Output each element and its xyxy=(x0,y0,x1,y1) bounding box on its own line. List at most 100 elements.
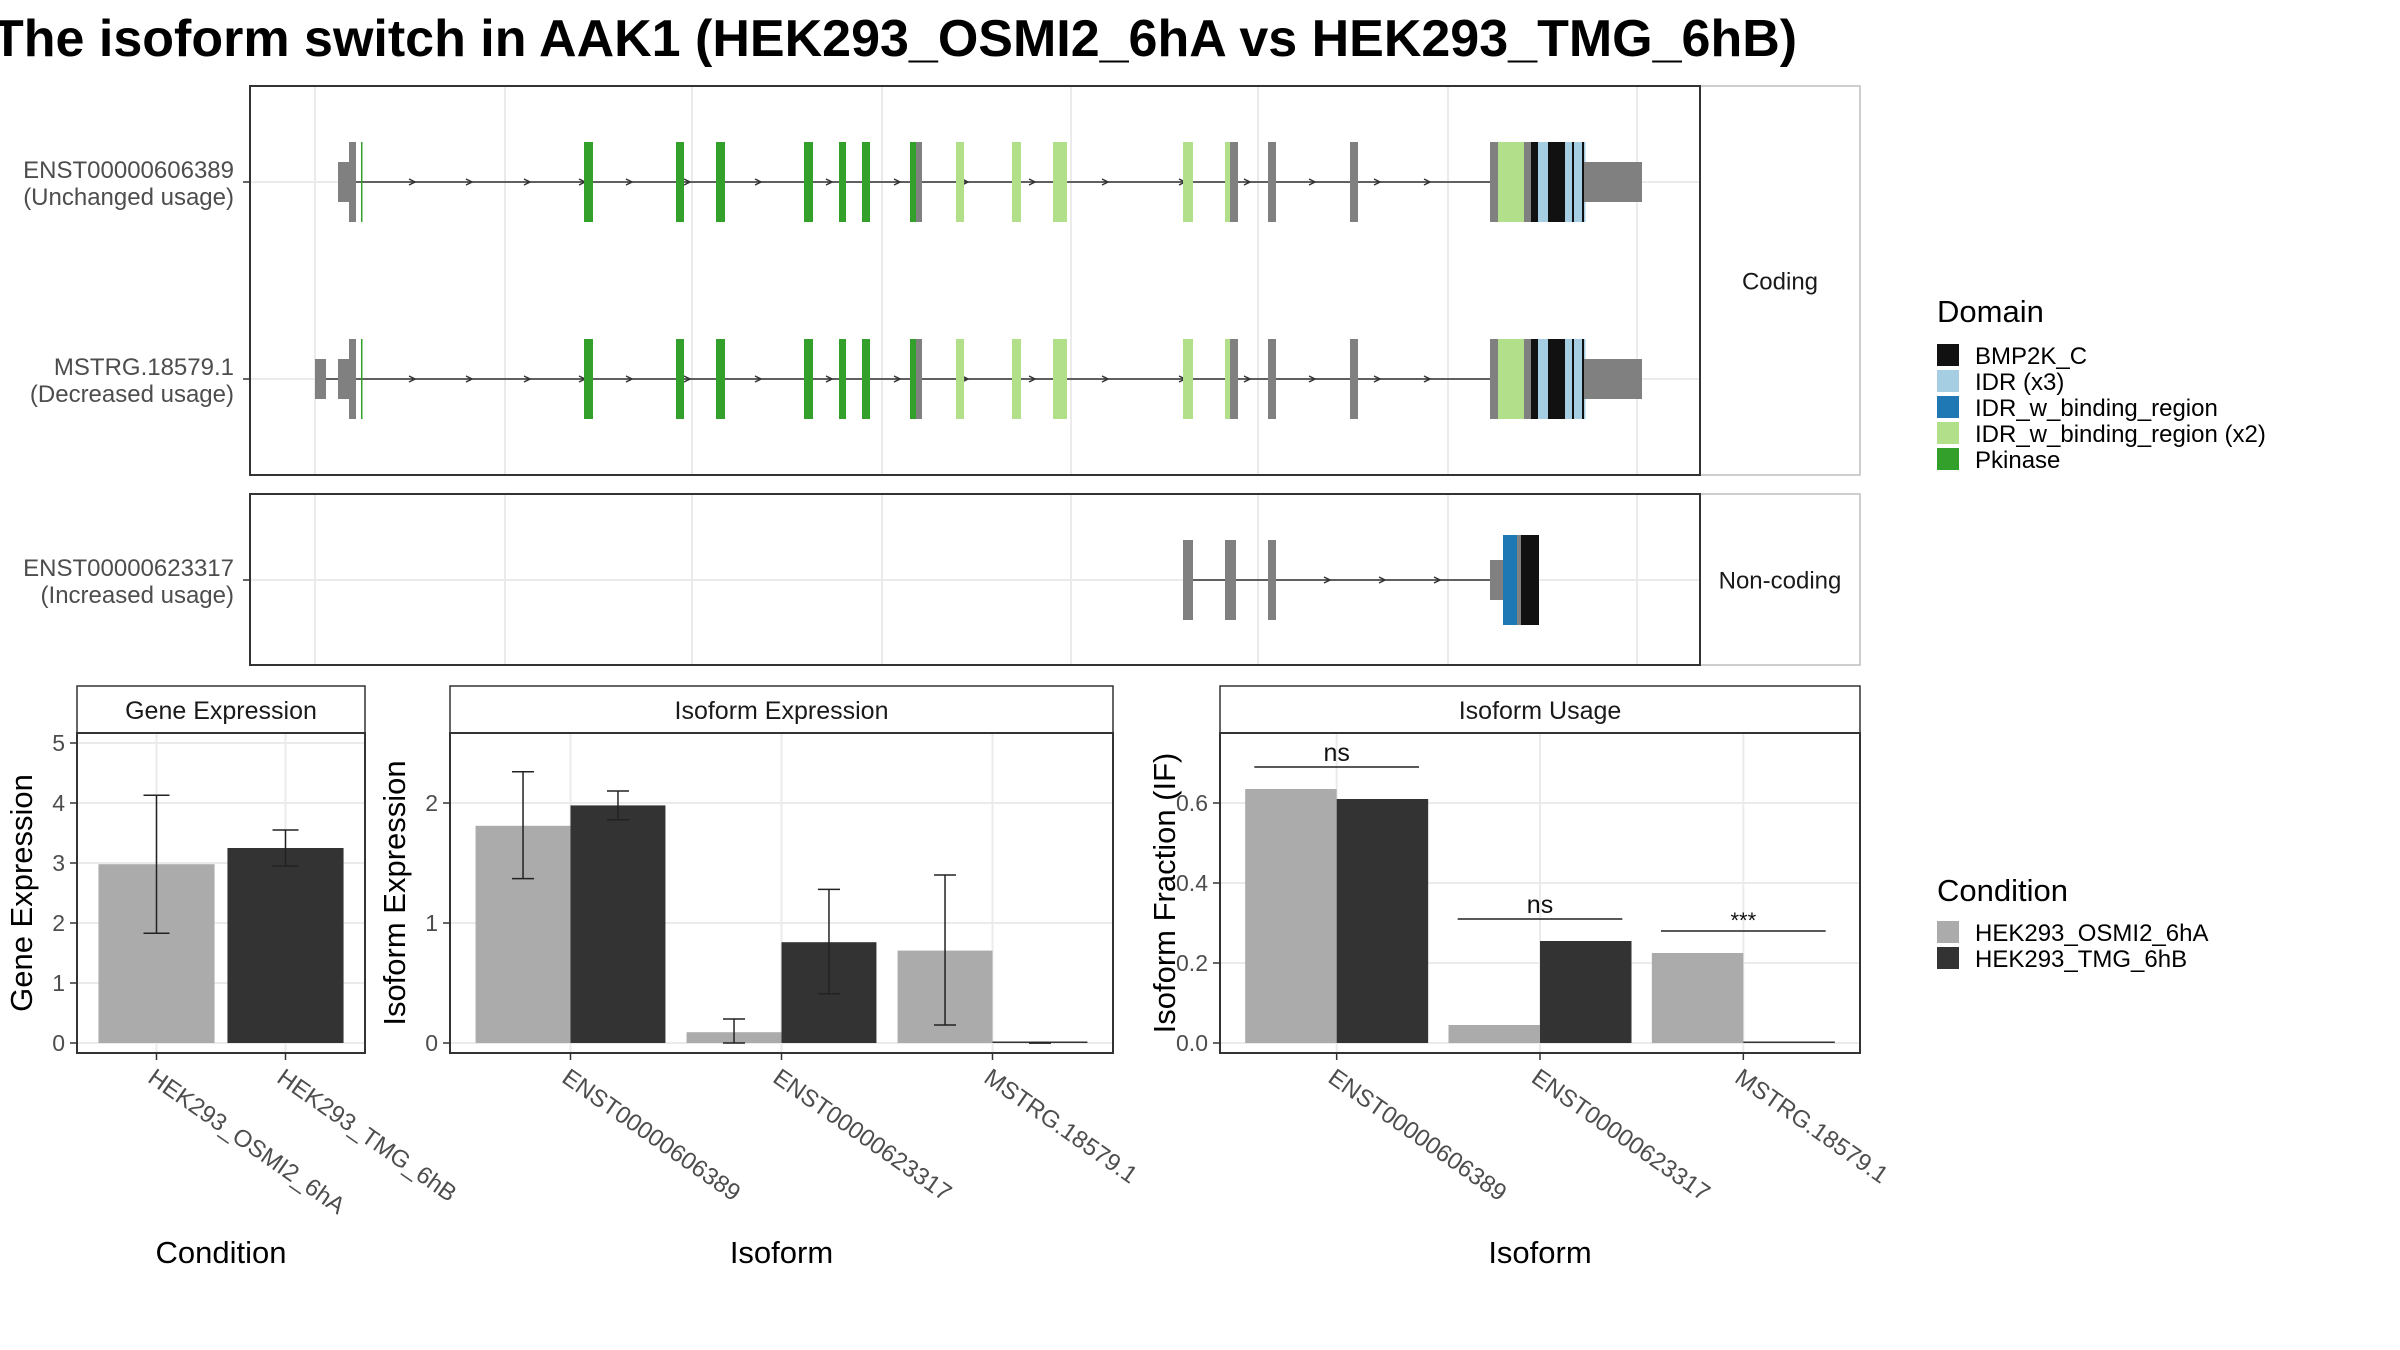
domain-block xyxy=(1521,535,1539,625)
intron-arrow xyxy=(465,375,474,383)
y-tick-label: 3 xyxy=(52,850,65,876)
x-tick-label: ENST00000623317 xyxy=(768,1064,956,1207)
intron-arrow xyxy=(1308,178,1317,186)
domain-legend-label: IDR (x3) xyxy=(1975,369,2064,396)
exon xyxy=(716,339,725,419)
exon xyxy=(1524,142,1531,222)
condition-legend-title: Condition xyxy=(1937,873,2068,908)
intron-arrow xyxy=(625,178,634,186)
exon xyxy=(839,142,846,222)
exon xyxy=(1584,162,1642,202)
exon xyxy=(1538,142,1548,222)
domain-legend-swatch xyxy=(1937,448,1959,470)
transcript-structure-panel: Coding Non-coding ENST00000606389(Unchange… xyxy=(23,85,1861,666)
exon xyxy=(349,142,356,222)
domain-legend-label: BMP2K_C xyxy=(1975,343,2087,370)
exon xyxy=(804,339,813,419)
domain-legend-swatch xyxy=(1937,344,1959,366)
intron-arrow xyxy=(408,375,417,383)
facet-strip-label: Coding xyxy=(1742,269,1818,296)
exon xyxy=(1230,142,1238,222)
x-tick-label: ENST00000623317 xyxy=(1527,1064,1715,1207)
x-tick-label: ENST00000606389 xyxy=(1323,1064,1511,1207)
intron-arrow xyxy=(683,375,692,383)
exon xyxy=(1531,142,1538,222)
domain-legend-swatch xyxy=(1937,422,1959,444)
panel-border xyxy=(76,732,366,1054)
domain-legend-swatch xyxy=(1937,396,1959,418)
exon xyxy=(1498,142,1524,222)
exon xyxy=(1268,339,1276,419)
y-tick-label: 2 xyxy=(52,910,65,936)
intron-arrow xyxy=(825,375,834,383)
exon xyxy=(1268,142,1276,222)
bar xyxy=(1743,1041,1835,1043)
exon xyxy=(1225,142,1230,222)
transcript-usage-label: (Increased usage) xyxy=(41,582,234,609)
intron-arrow xyxy=(1423,178,1432,186)
y-tick-label: 4 xyxy=(52,790,65,816)
exon xyxy=(1053,339,1067,419)
intron-arrow xyxy=(1373,178,1382,186)
exon xyxy=(1584,359,1642,399)
bar-panels: Gene Expression012345HEK293_OSMI2_6hAHEK… xyxy=(4,685,1893,1270)
condition-legend-label: HEK293_OSMI2_6hA xyxy=(1975,920,2208,947)
structure-facet-background xyxy=(250,86,1700,475)
exon xyxy=(1350,142,1358,222)
exon xyxy=(1490,560,1503,600)
exon xyxy=(361,339,363,419)
intron-arrow xyxy=(523,178,532,186)
intron-arrow xyxy=(683,178,692,186)
domain-legend-label: IDR_w_binding_region xyxy=(1975,395,2218,422)
x-axis-title: Isoform xyxy=(730,1235,833,1270)
exon xyxy=(338,162,349,202)
exon xyxy=(804,142,813,222)
intron-arrow xyxy=(1243,178,1252,186)
exon xyxy=(1574,339,1582,419)
bar xyxy=(1336,799,1429,1043)
exon xyxy=(1565,142,1572,222)
panel-strip xyxy=(1219,685,1861,734)
exon xyxy=(315,359,326,399)
exon xyxy=(1225,339,1230,419)
exon xyxy=(676,142,684,222)
domain-legend-label: IDR_w_binding_region (x2) xyxy=(1975,421,2266,448)
intron-arrow xyxy=(1323,576,1332,584)
intron-arrow xyxy=(825,178,834,186)
exon xyxy=(1183,540,1193,620)
intron-arrow xyxy=(1101,178,1110,186)
exon xyxy=(1517,535,1521,625)
exon xyxy=(1565,339,1572,419)
exon xyxy=(1012,142,1021,222)
exon xyxy=(584,339,593,419)
intron-arrow xyxy=(754,178,763,186)
domain-legend-title: Domain xyxy=(1937,294,2044,329)
intron-arrow xyxy=(1308,375,1317,383)
exon xyxy=(338,359,349,399)
panel-title: Isoform Expression xyxy=(675,697,889,725)
bar xyxy=(227,848,344,1043)
exon xyxy=(1490,142,1498,222)
intron-arrow xyxy=(893,375,902,383)
intron-arrow xyxy=(1101,375,1110,383)
exon xyxy=(839,339,846,419)
exon xyxy=(1498,339,1524,419)
exon xyxy=(1350,339,1358,419)
exon xyxy=(584,142,593,222)
exon xyxy=(676,339,684,419)
exon xyxy=(910,142,916,222)
intron-arrow xyxy=(1423,375,1432,383)
x-tick-label: MSTRG.18579.1 xyxy=(1730,1064,1893,1189)
intron-arrow xyxy=(465,178,474,186)
panel-strip xyxy=(449,685,1114,734)
significance-label: ns xyxy=(1527,891,1553,919)
intron-arrow xyxy=(1028,375,1037,383)
y-tick-label: 0 xyxy=(425,1030,438,1056)
bar xyxy=(1540,941,1632,1043)
exon xyxy=(1230,339,1238,419)
exon xyxy=(956,339,964,419)
structure-facet-border xyxy=(249,85,1701,476)
intron-arrow xyxy=(1378,576,1387,584)
